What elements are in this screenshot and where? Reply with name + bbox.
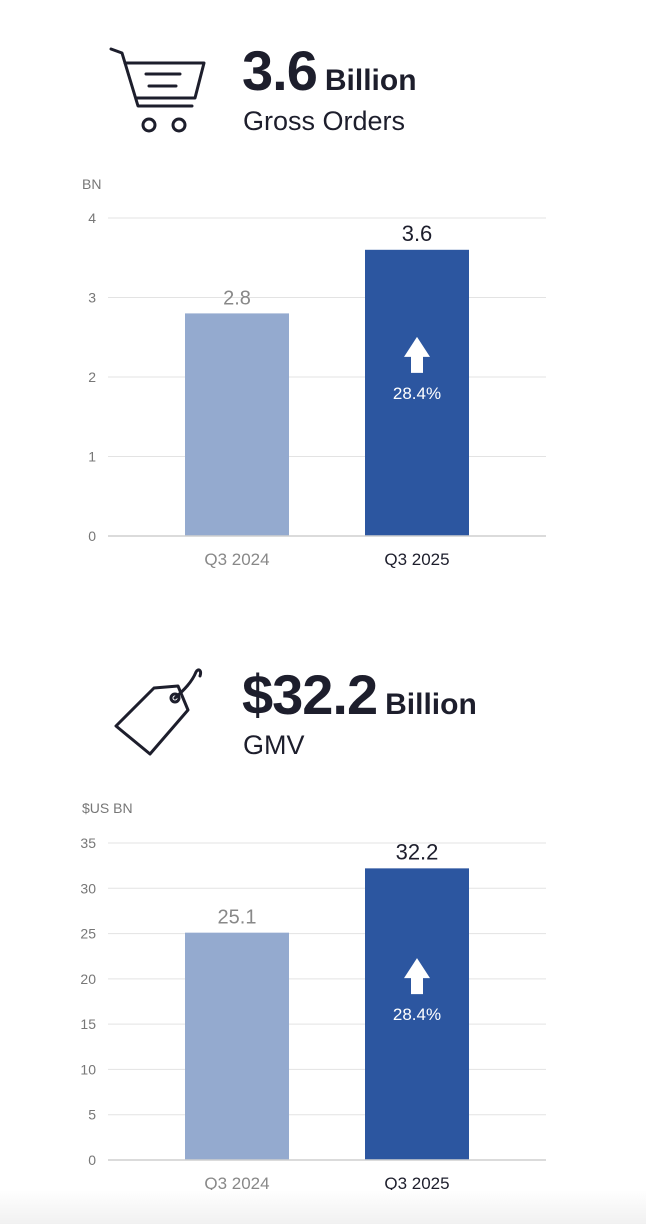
x-tick-label: Q3 2024 <box>204 1174 269 1193</box>
x-tick-label: Q3 2025 <box>384 550 449 569</box>
gmv-value: $32.2 Billion <box>242 662 477 727</box>
y-axis-unit-label: BN <box>82 176 101 192</box>
y-tick-label: 25 <box>80 926 96 942</box>
gmv-number: $32.2 <box>242 663 378 726</box>
gross-orders-unit: Billion <box>324 64 417 97</box>
gross-orders-chart: BN 0 1 2 3 4 2.8 Q3 2024 3.6 Q3 2025 28.4% <box>82 176 546 569</box>
gross-orders-value: 3.6 Billion <box>242 38 417 103</box>
bar-value-label: 3.6 <box>402 221 433 246</box>
growth-arrow-icon <box>404 336 430 373</box>
bar <box>185 313 289 536</box>
y-tick-label: 15 <box>80 1016 96 1032</box>
y-tick-label: 1 <box>88 449 96 465</box>
y-axis-unit-label: $US BN <box>82 800 133 816</box>
y-tick-label: 30 <box>80 880 96 896</box>
gmv-chart: $US BN 0 5 10 15 20 25 30 35 25.1 Q3 2024 32.2 Q3 20… <box>80 800 546 1193</box>
y-tick-label: 3 <box>88 290 96 306</box>
bar-value-label: 2.8 <box>223 287 251 309</box>
bar <box>365 868 469 1160</box>
price-tag-icon <box>114 668 202 756</box>
growth-label: 28.4% <box>393 1005 441 1024</box>
y-tick-label: 0 <box>88 1152 96 1168</box>
y-tick-label: 4 <box>88 210 96 226</box>
y-tick-label: 10 <box>80 1061 96 1077</box>
gmv-label: GMV <box>243 730 305 760</box>
x-tick-label: Q3 2024 <box>204 550 269 569</box>
gross-orders-number: 3.6 <box>242 39 318 102</box>
growth-arrow-icon <box>404 958 430 995</box>
y-tick-label: 35 <box>80 835 96 851</box>
y-tick-label: 20 <box>80 971 96 987</box>
bottom-fade <box>0 1190 646 1224</box>
gmv-unit: Billion <box>385 688 477 721</box>
y-tick-label: 2 <box>88 369 96 385</box>
bar-value-label: 25.1 <box>218 907 257 929</box>
bar <box>365 249 469 537</box>
shopping-cart-icon <box>109 47 206 133</box>
bar <box>185 932 289 1160</box>
y-tick-label: 0 <box>88 528 96 544</box>
growth-label: 28.4% <box>393 384 441 403</box>
y-tick-label: 5 <box>88 1107 96 1123</box>
bar-value-label: 32.2 <box>396 839 439 864</box>
x-tick-label: Q3 2025 <box>384 1174 449 1193</box>
gross-orders-label: Gross Orders <box>243 106 406 136</box>
gmv-section: $32.2 Billion GMV $US BN 0 5 10 15 20 25 30 35 25.… <box>0 620 646 1224</box>
gross-orders-section: 3.6 Billion Gross Orders BN 0 1 2 3 4 2.8 Q3 202… <box>0 0 646 600</box>
